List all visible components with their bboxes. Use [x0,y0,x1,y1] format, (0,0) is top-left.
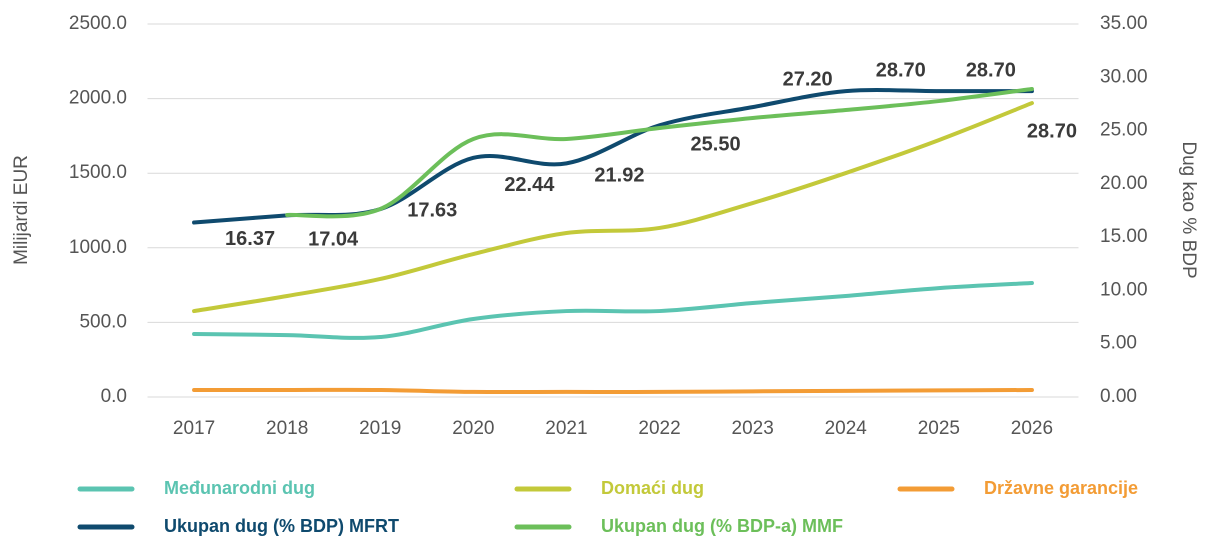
legend-label: Međunarodni dug [164,478,315,498]
data-label: 28.70 [876,59,926,81]
y2-tick-label: 5.00 [1100,333,1137,354]
y2-tick-label: 0.00 [1100,386,1137,407]
series-line [192,87,1034,225]
x-tick-label: 2024 [825,418,868,439]
x-tick-label: 2018 [266,418,308,439]
data-label: 17.63 [407,199,457,221]
legend-label: Ukupan dug (% BDP) MFRT [164,516,399,536]
data-label: 17.04 [308,229,359,251]
data-label: 16.37 [225,228,275,250]
y2-tick-label: 30.00 [1100,66,1148,87]
legend-label: Državne garancije [984,478,1138,498]
legend-label: Ukupan dug (% BDP-a) MMF [601,516,843,536]
y-tick-label: 0.0 [101,386,127,407]
y-tick-label: 500.0 [79,311,127,332]
x-tick-label: 2026 [1011,418,1053,439]
x-tick-label: 2017 [173,418,215,439]
y2-tick-label: 35.00 [1100,13,1148,34]
series-line [192,101,1034,314]
data-label: 25.50 [691,134,741,156]
y-axis-title: Milijardi EUR [11,155,32,265]
data-label: 28.70 [966,59,1016,81]
x-tick-label: 2019 [359,418,401,439]
x-tick-label: 2020 [452,418,494,439]
x-tick-label: 2025 [918,418,960,439]
y-tick-label: 1000.0 [69,237,127,258]
data-label: 21.92 [594,165,644,187]
y-tick-label: 2500.0 [69,13,127,34]
series-line [192,387,1034,395]
data-label: 28.70 [1027,120,1077,142]
y2-tick-label: 15.00 [1100,226,1148,247]
x-tick-label: 2021 [545,418,587,439]
y2-tick-label: 10.00 [1100,279,1148,300]
y2-tick-label: 25.00 [1100,120,1148,141]
data-label: 27.20 [783,68,833,90]
series-line [192,281,1034,340]
x-tick-label: 2023 [732,418,774,439]
x-tick-label: 2022 [638,418,680,439]
y2-axis-title: Dug kao % BDP [1178,141,1199,278]
legend-label: Domaći dug [601,478,704,498]
data-label: 22.44 [504,174,555,196]
y2-tick-label: 20.00 [1100,173,1148,194]
y-tick-label: 2000.0 [69,88,127,109]
y-tick-label: 1500.0 [69,162,127,183]
series-line [285,87,1034,219]
